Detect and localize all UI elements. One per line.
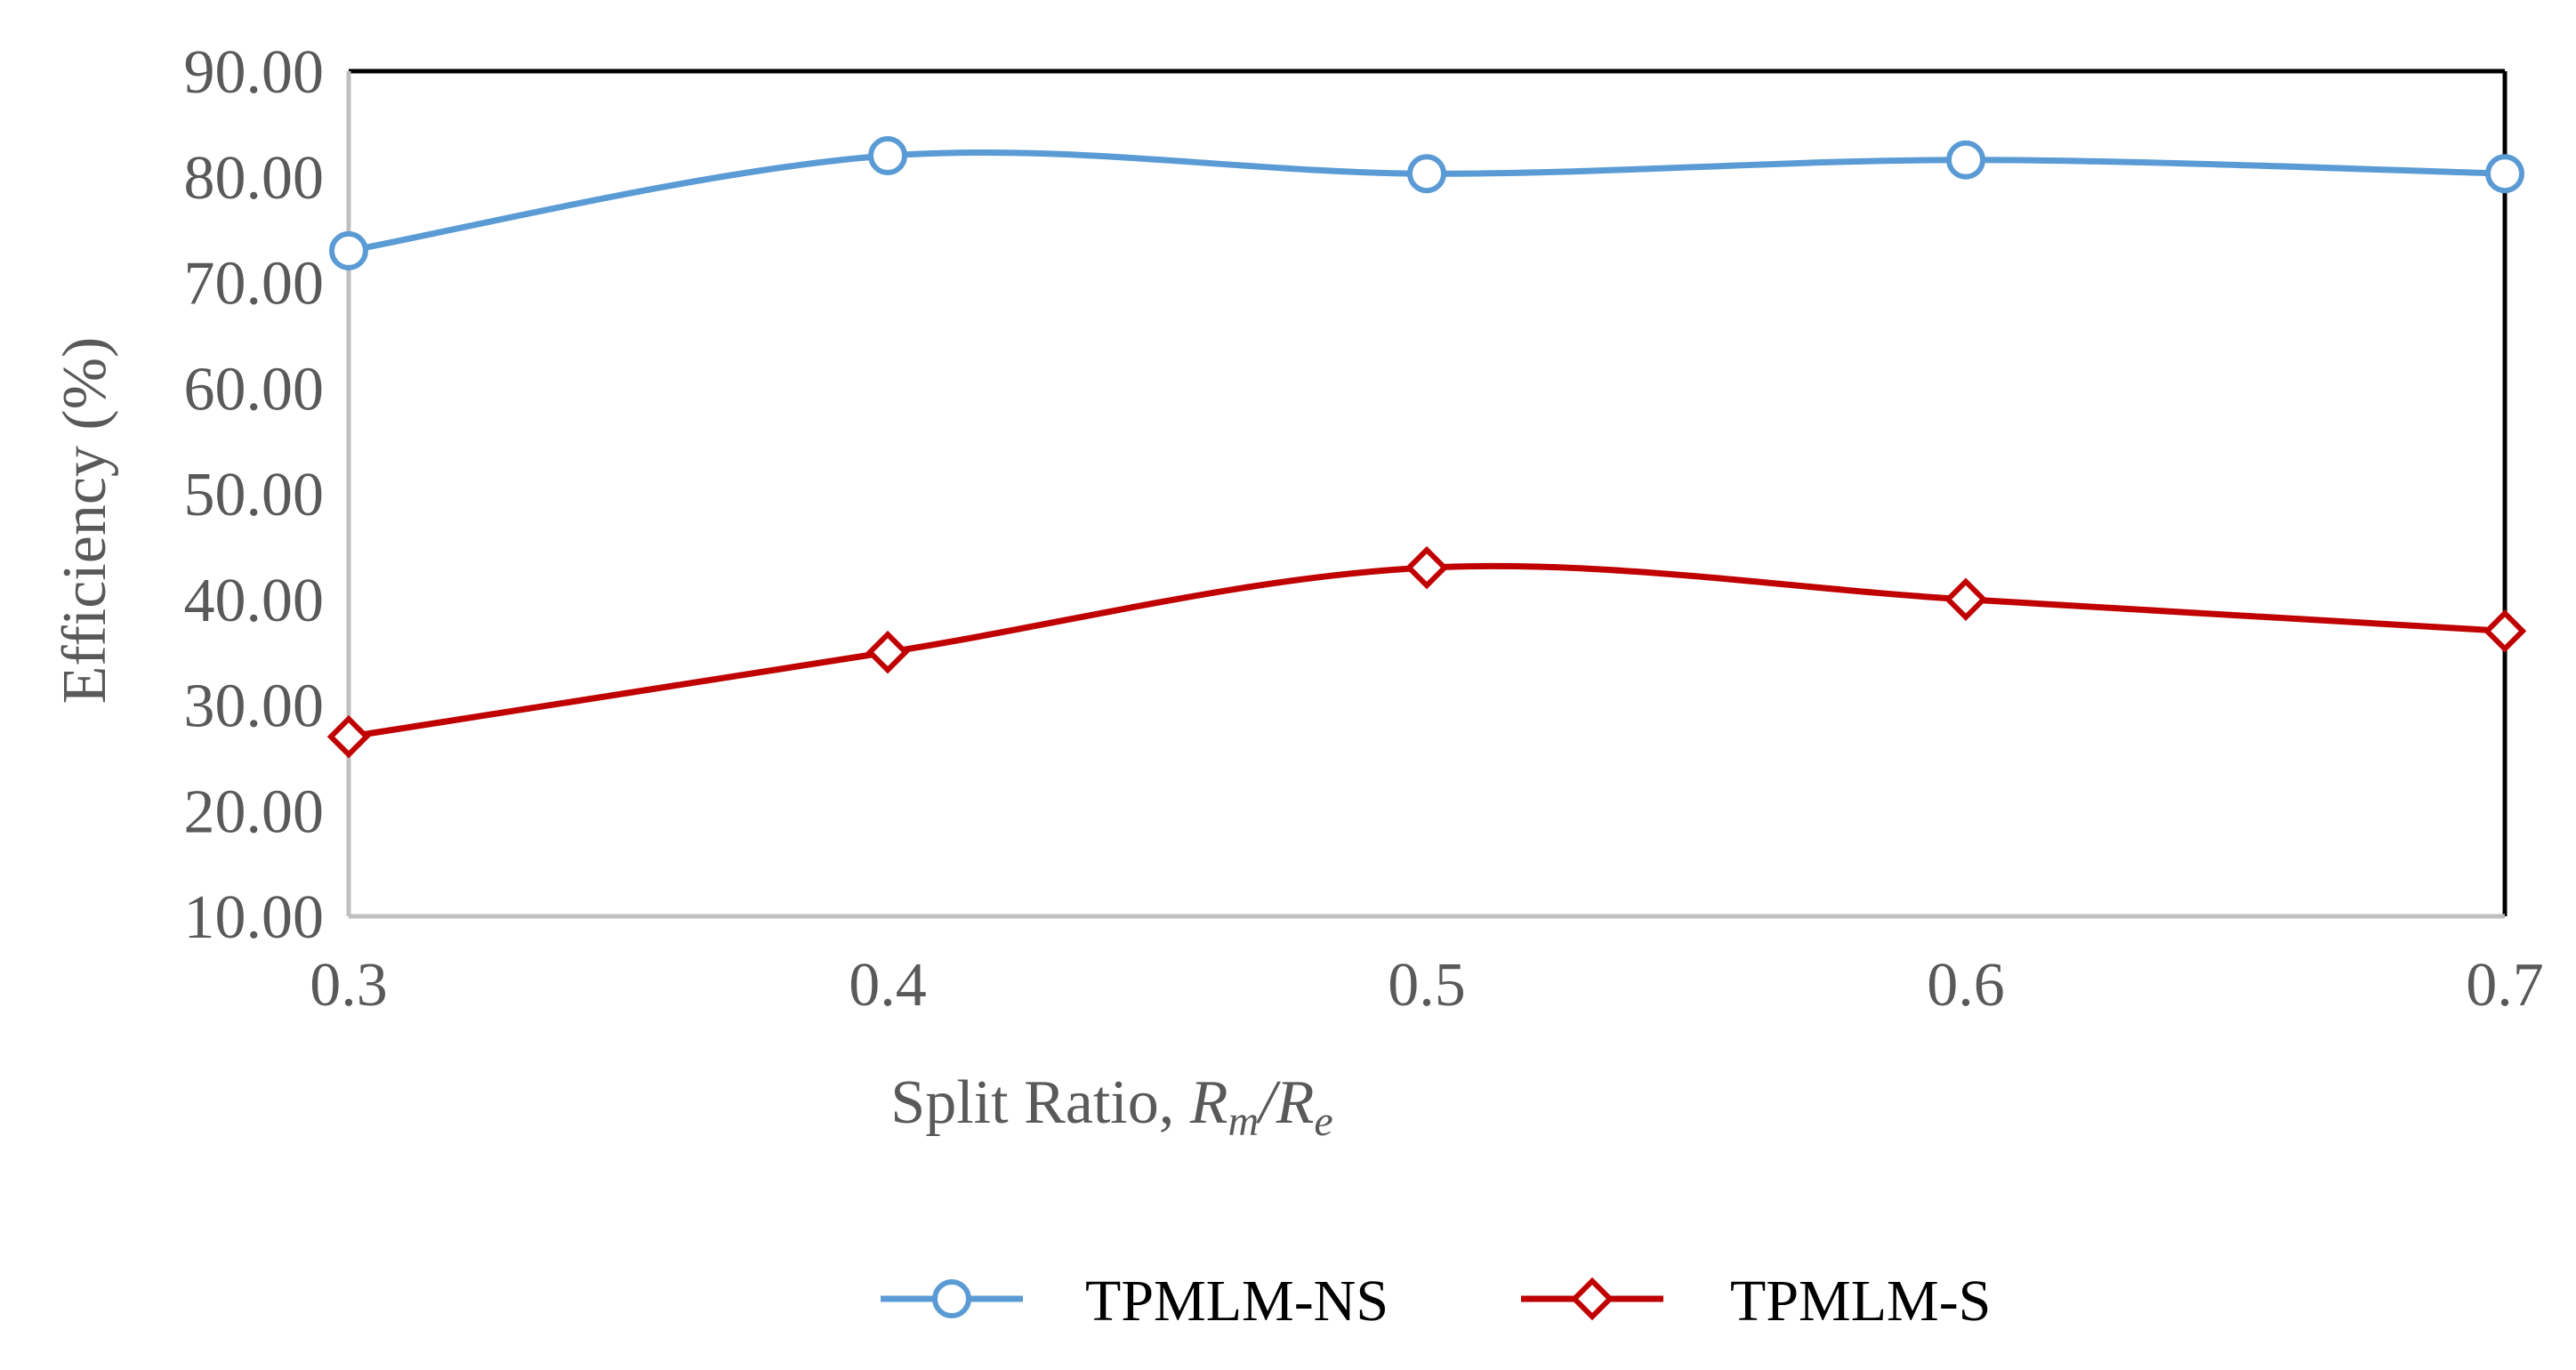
- legend-label-tpmlm-s: TPMLM-S: [1730, 1269, 1991, 1334]
- x-tick-label: 0.6: [1927, 951, 2005, 1019]
- y-tick-label: 90.00: [184, 38, 325, 107]
- legend-marker-tpmlm-ns: [932, 1279, 971, 1318]
- x-tick-label: 0.4: [849, 951, 927, 1019]
- series-tpmlm-ns: [329, 136, 2524, 270]
- y-tick-label: 40.00: [184, 567, 325, 635]
- x-axis-title-prefix: Split Ratio,: [890, 1068, 1189, 1137]
- y-tick-label: 30.00: [184, 673, 325, 741]
- series-layer: [326, 136, 2527, 759]
- y-axis-ticks: 10.00 20.00 30.00 40.00 50.00 60.00 70.00 80.00…: [184, 38, 325, 952]
- plot-frame: [346, 68, 2508, 919]
- y-axis-title: Efficiency (%): [51, 337, 119, 705]
- y-tick-label: 60.00: [184, 355, 325, 423]
- x-axis-title: Split Ratio, Rm/Re: [890, 1068, 1332, 1145]
- x-axis-title-r2: R: [1276, 1068, 1315, 1137]
- y-tick-label: 80.00: [184, 144, 325, 213]
- data-point-tpmlm-s: [1944, 577, 1988, 621]
- x-axis-ticks: 0.3 0.4 0.5 0.6 0.7: [310, 951, 2544, 1019]
- data-point-tpmlm-ns: [2485, 154, 2524, 194]
- x-tick-label: 0.5: [1388, 951, 1466, 1019]
- legend-marker-tpmlm-s: [1570, 1277, 1614, 1321]
- y-tick-label: 20.00: [184, 778, 325, 846]
- data-point-tpmlm-s: [1405, 545, 1449, 590]
- data-point-tpmlm-ns: [329, 230, 368, 270]
- x-axis-title-r1: R: [1189, 1068, 1228, 1137]
- data-point-tpmlm-ns: [1407, 154, 1446, 194]
- legend-item-tpmlm-s: TPMLM-S: [1521, 1269, 1991, 1334]
- legend: TPMLM-NS TPMLM-S: [881, 1269, 1991, 1334]
- x-tick-label: 0.3: [310, 951, 388, 1019]
- data-point-tpmlm-s: [865, 630, 910, 674]
- x-axis-title-sub2: e: [1314, 1098, 1332, 1145]
- y-tick-label: 50.00: [184, 461, 325, 529]
- data-point-tpmlm-s: [2483, 609, 2527, 653]
- legend-item-tpmlm-ns: TPMLM-NS: [881, 1269, 1389, 1334]
- x-axis-title-sub1: m: [1228, 1098, 1260, 1145]
- y-tick-label: 70.00: [184, 250, 325, 318]
- legend-label-tpmlm-ns: TPMLM-NS: [1085, 1269, 1389, 1334]
- series-line-tpmlm-s: [345, 562, 2508, 740]
- data-point-tpmlm-ns: [1946, 140, 1985, 180]
- series-tpmlm-s: [326, 545, 2527, 759]
- data-point-tpmlm-s: [326, 714, 371, 759]
- y-tick-label: 10.00: [184, 883, 325, 952]
- x-tick-label: 0.7: [2466, 951, 2544, 1019]
- data-point-tpmlm-ns: [868, 136, 907, 175]
